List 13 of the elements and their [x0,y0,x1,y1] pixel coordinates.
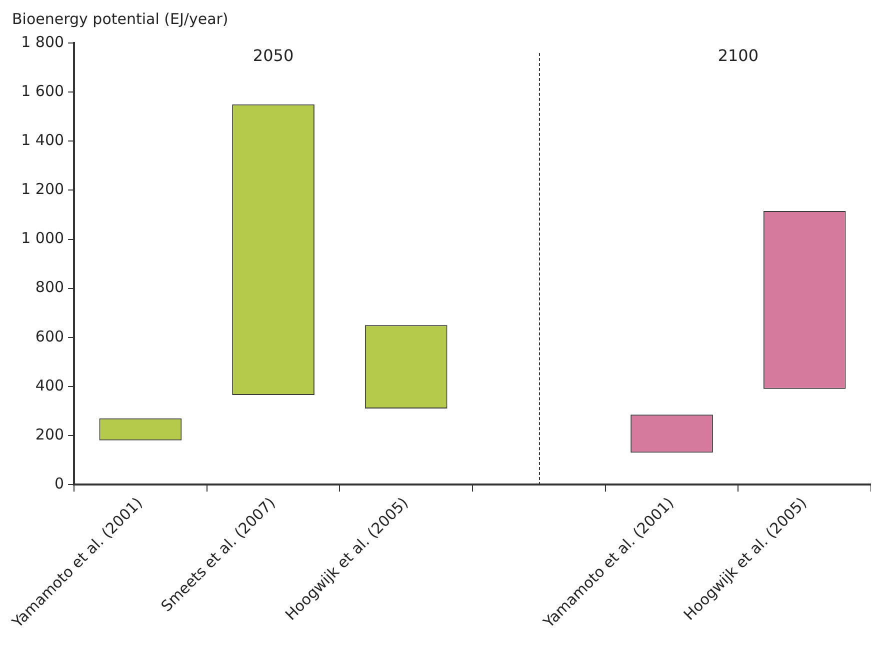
y-tick-label: 1 800 [21,32,64,51]
y-tick-label: 1 400 [21,131,64,150]
y-tick-label: 800 [35,278,64,296]
annotation: 2100 [718,46,759,66]
y-tick-label: 600 [35,327,64,346]
y-tick-label: 1 000 [21,229,64,248]
y-tick-label: 200 [35,425,64,444]
y-axis-title: Bioenergy potential (EJ/year) [12,9,230,30]
y-tick-label: 1 600 [21,82,64,100]
y-tick-label: 1 200 [21,180,64,198]
y-tick-label: 400 [35,376,64,394]
annotation: 2050 [252,46,294,66]
y-tick-label: 0 [54,474,64,492]
